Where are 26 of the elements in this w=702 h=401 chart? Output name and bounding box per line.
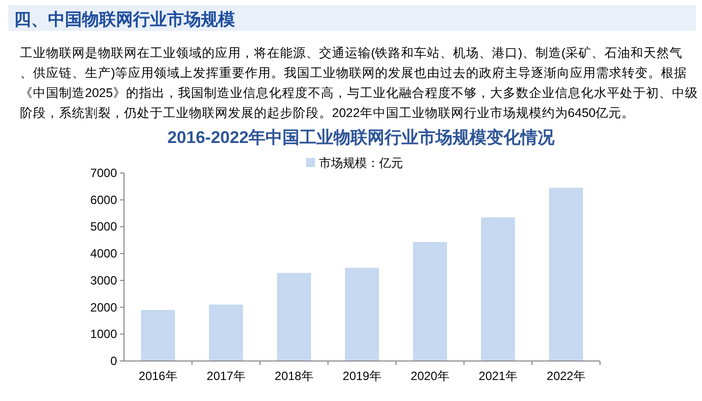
bar [549,188,583,361]
x-tick-label: 2016年 [138,369,178,383]
chart-title: 2016-2022年中国工业物联网行业市场规模变化情况 [167,128,556,147]
x-tick-label: 2017年 [206,369,246,383]
y-tick-label: 0 [110,354,118,368]
bar [141,310,175,361]
bar [481,217,515,361]
y-tick-label: 5000 [90,220,118,234]
x-tick-label: 2021年 [478,369,518,383]
x-tick-label: 2018年 [274,369,314,383]
bar [345,268,379,361]
x-tick-label: 2022年 [546,369,586,383]
y-tick-label: 2000 [90,300,118,314]
y-tick-label: 1000 [90,327,118,342]
legend-label: 市场规模：亿元 [319,156,403,170]
text: 工业物联网是物联网在工业领域的应用，将在能源、交通运输(铁路和车站、机场、港口)、制造(采矿、石油和天然气、供应链、生产)等应用领域上发挥重要作用。我国工业物联网的发展也由过去的政府主导逐渐向应用需求转变。根据《中国制造2025》的指出，我国制造业信息化程度不高，与工业化融合程度不够，大多数企业信息化水平处于初、中级阶段，系统割裂，仍处于工业物联网发展的起步阶段。2022年中国工业物联网行业市场规模约为6450亿元。 [20,45,698,120]
x-tick-label: 2019年 [342,369,382,383]
text: 四、中国物联网行业市场规模 [14,10,235,29]
x-tick-label: 2020年 [410,369,450,383]
y-tick-label: 7000 [90,166,118,180]
y-tick-label: 6000 [90,192,118,207]
y-tick-label: 4000 [90,246,118,261]
bar [413,242,447,361]
bar [209,304,243,361]
y-tick-label: 3000 [90,273,118,288]
bar [277,272,311,361]
